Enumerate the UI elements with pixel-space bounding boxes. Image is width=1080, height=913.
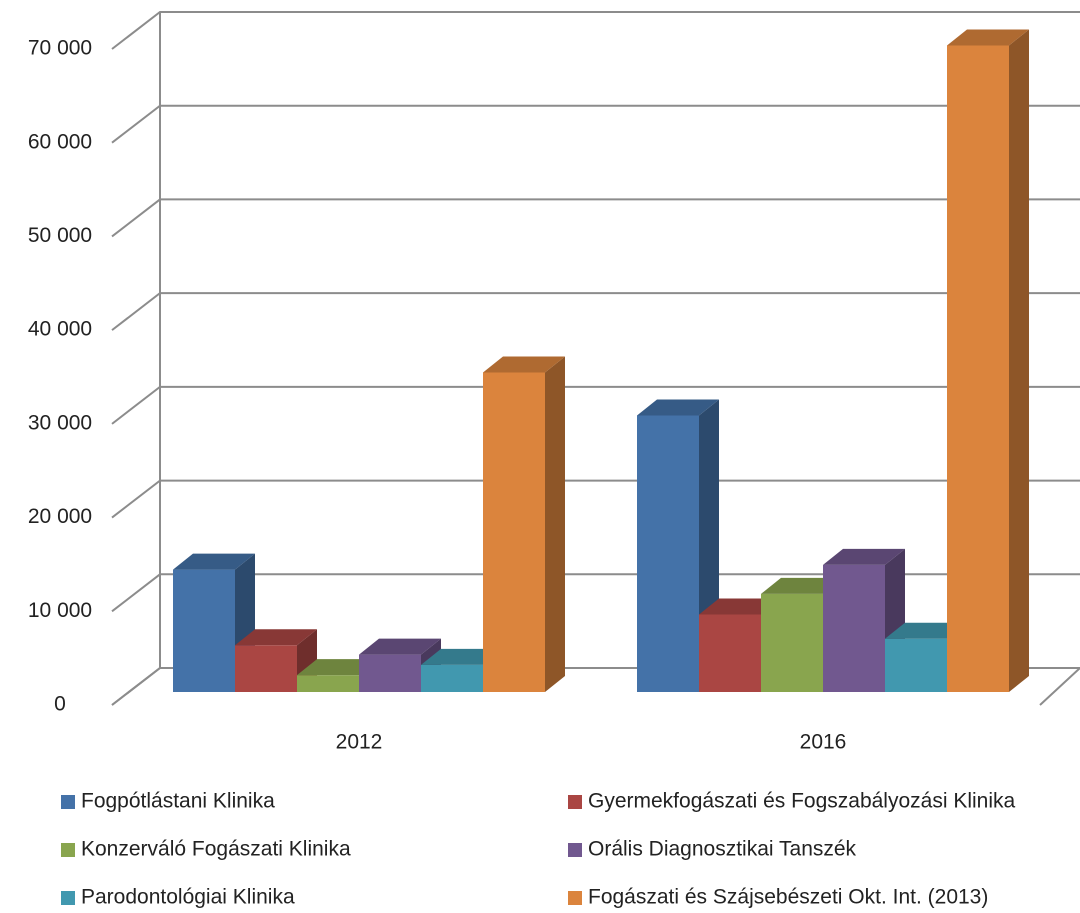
- grid-line: [111, 573, 1080, 613]
- y-tick-label: 10 000: [28, 599, 92, 622]
- y-tick-label: 50 000: [28, 224, 92, 247]
- grid-line: [111, 104, 1080, 144]
- bar-side: [1009, 29, 1029, 693]
- bar-top: [885, 622, 967, 639]
- legend-label: Fogászati és Szájsebészeti Okt. Int. (20…: [588, 886, 988, 909]
- y-tick-label: 0: [54, 693, 66, 716]
- legend-label: Orális Diagnosztikai Tanszék: [588, 838, 857, 861]
- legend-label: Konzerváló Fogászati Klinika: [81, 838, 351, 861]
- bar-top: [173, 553, 255, 570]
- grid-line: [111, 198, 1080, 238]
- bar-top: [421, 648, 503, 665]
- bar-top: [359, 638, 441, 655]
- bar: [235, 645, 297, 692]
- bar: [699, 614, 761, 692]
- y-tick-label: 70 000: [28, 37, 92, 60]
- bar-top: [761, 577, 843, 594]
- legend-swatch: [61, 843, 75, 857]
- bar: [421, 664, 483, 692]
- y-tick-label: 60 000: [28, 130, 92, 153]
- bar-top: [637, 399, 719, 416]
- floor: [111, 667, 1080, 706]
- bar-top: [483, 356, 565, 373]
- y-tick-label: 20 000: [28, 505, 92, 528]
- bar: [297, 675, 359, 692]
- legend-label: Gyermekfogászati és Fogszabályozási Klin…: [588, 790, 1016, 813]
- bar: [173, 569, 235, 692]
- y-tick-label: 40 000: [28, 318, 92, 341]
- bar: [947, 45, 1009, 693]
- legend-swatch: [568, 795, 582, 809]
- grid-line: [111, 479, 1080, 519]
- bar: [483, 372, 545, 692]
- legend-label: Fogpótlástani Klinika: [81, 790, 275, 813]
- bar-side: [545, 356, 565, 692]
- grid-line: [111, 11, 1080, 50]
- bar-top: [947, 29, 1029, 46]
- x-tick-label: 2016: [800, 731, 847, 754]
- bar: [823, 564, 885, 692]
- y-tick-label: 30 000: [28, 411, 92, 434]
- x-tick-label: 2012: [336, 731, 383, 754]
- bar-top: [823, 548, 905, 565]
- bar-top: [235, 629, 317, 646]
- legend-label: Parodontológiai Klinika: [81, 886, 295, 909]
- legend-swatch: [61, 795, 75, 809]
- legend-swatch: [568, 891, 582, 905]
- bar-top: [297, 659, 379, 676]
- legend-swatch: [61, 891, 75, 905]
- bar: [761, 593, 823, 692]
- grid-line: [111, 385, 1080, 425]
- bar: [359, 654, 421, 692]
- bar-top: [699, 598, 781, 615]
- legend-swatch: [568, 843, 582, 857]
- bar: [637, 415, 699, 692]
- grid-line: [111, 292, 1080, 331]
- bar: [885, 638, 947, 692]
